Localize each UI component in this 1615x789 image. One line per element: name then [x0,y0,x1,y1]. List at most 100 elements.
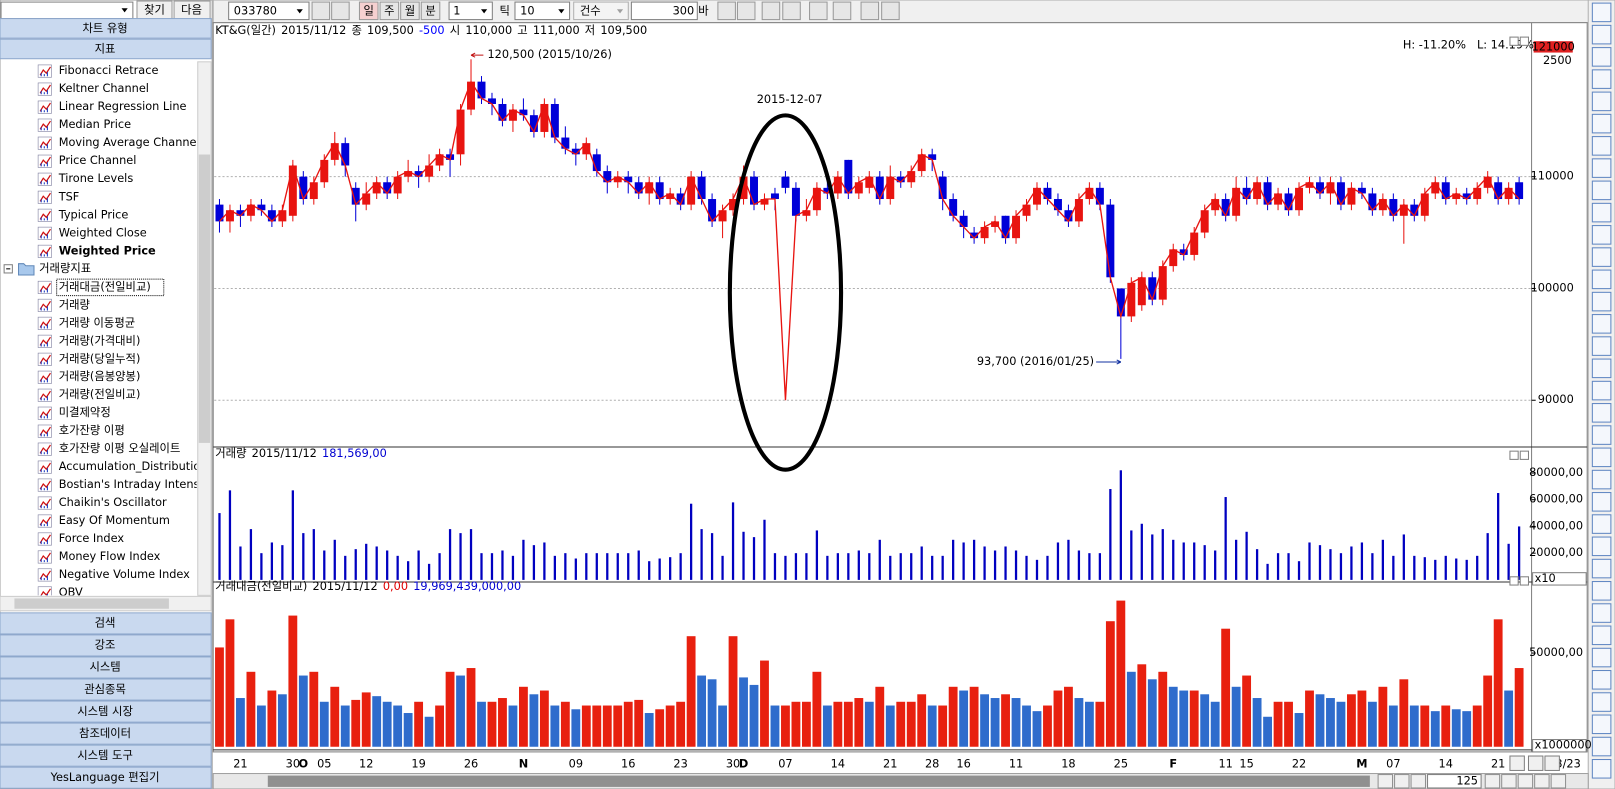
visible-bars[interactable]: 125 [1456,773,1478,787]
side-tool-icon[interactable] [1591,225,1612,245]
scroll-button[interactable] [1484,774,1501,789]
sidebar-bottom-tab[interactable] [0,656,212,679]
group-item[interactable]: 거래량(당일누적) [59,351,141,365]
bars-count[interactable]: 300 [673,3,695,17]
tool-icon[interactable] [761,1,781,21]
group-item[interactable]: 호가잔량 이평 [59,423,125,437]
tick-count[interactable]: 10 [520,3,534,17]
scroll-button[interactable] [1377,774,1394,789]
side-tool-icon[interactable] [1591,136,1612,156]
side-tool-icon[interactable] [1591,380,1612,401]
sidebar-bottom-tab[interactable] [0,678,212,701]
side-tool-icon[interactable] [1591,492,1612,512]
side-tool-icon[interactable] [1591,581,1612,601]
side-tool-icon[interactable] [1591,2,1612,23]
period-label[interactable]: 월 [405,3,415,17]
sidebar-bottom-tab-label[interactable]: 시스템 시장 [77,704,133,718]
period-button[interactable] [379,1,400,21]
group-item[interactable]: Negative Volume Index [59,567,190,581]
period-button[interactable] [358,1,379,21]
tool-icon[interactable] [331,1,350,21]
side-tool-icon[interactable] [1591,180,1612,201]
side-tool-icon[interactable] [1591,625,1612,646]
side-tool-icon[interactable] [1591,670,1612,690]
axis-button[interactable] [1509,755,1525,771]
side-tool-icon[interactable] [1591,291,1612,312]
side-tool-icon[interactable] [1591,358,1612,379]
period-label[interactable]: 일 [364,3,374,17]
side-tool-icon[interactable] [1591,647,1612,668]
side-tool-icon[interactable] [1591,736,1612,757]
axis-button[interactable] [1544,755,1560,771]
panel-button[interactable] [1509,576,1519,586]
side-tool-icon[interactable] [1591,158,1612,178]
side-tool-icon[interactable] [1591,91,1612,112]
tool-icon[interactable] [717,1,736,21]
panel-button[interactable] [1519,576,1529,586]
indicator-item[interactable]: Tirone Levels [58,171,134,185]
scroll-button[interactable] [1550,774,1567,789]
group-item[interactable]: 거래량 이동평균 [59,315,135,329]
side-tool-icon[interactable] [1591,24,1612,45]
scroll-button[interactable] [1410,774,1426,789]
sidebar-bottom-tab-label[interactable]: 참조데이터 [79,726,131,740]
indicator-item[interactable]: Price Channel [59,153,137,167]
group-item[interactable]: 거래량 [59,297,91,311]
side-tool-icon[interactable] [1591,425,1612,445]
folder-label[interactable]: 거래량지표 [39,261,91,275]
group-item[interactable]: Easy Of Momentum [59,513,170,527]
sidebar-tab-label[interactable]: 지표 [95,41,116,55]
side-tool-icon[interactable] [1591,536,1612,557]
code-text[interactable]: 033780 [234,3,277,17]
period-label[interactable]: 분 [425,3,435,17]
interval-text[interactable]: 1 [453,3,460,17]
sidebar-bottom-tab[interactable] [0,634,212,657]
group-item[interactable]: 거래량(음봉양봉) [59,369,141,383]
sidebar-tab-label[interactable]: 차트 유형 [82,21,127,35]
indicator-item[interactable]: Moving Average Channel [59,135,200,149]
group-item[interactable]: Bostian's Intraday Intensit [59,477,208,491]
tool-icon[interactable] [809,1,828,21]
side-tool-icon[interactable] [1591,403,1612,423]
indicator-item[interactable]: Linear Regression Line [59,99,187,113]
group-item[interactable]: Money Flow Index [59,549,161,563]
sidebar-bottom-tab[interactable] [0,744,212,767]
axis-button[interactable] [1527,755,1544,771]
tool-icon[interactable] [311,1,331,21]
side-tool-icon[interactable] [1591,113,1612,134]
group-item[interactable]: OBV [59,585,83,599]
side-tool-icon[interactable] [1591,314,1612,334]
period-button[interactable] [400,1,420,21]
side-tool-icon[interactable] [1591,69,1612,89]
tool-icon[interactable] [782,1,801,21]
search-input[interactable] [0,1,134,20]
sidebar-tab[interactable] [0,38,212,60]
group-item[interactable]: 거래량(전일비교) [59,387,141,401]
period-button[interactable] [420,1,441,21]
bars-input[interactable] [630,1,698,21]
group-item[interactable]: Chaikin's Oscillator [59,495,167,509]
side-tool-icon[interactable] [1591,202,1612,223]
side-tool-icon[interactable] [1591,692,1612,712]
count-mode[interactable]: 건수 [580,3,601,17]
scroll-button[interactable] [1501,774,1517,789]
sidebar-bottom-tab-label[interactable]: YesLanguage 편집기 [50,770,160,784]
code-combo[interactable] [228,1,310,21]
group-item[interactable]: Accumulation_Distributio [59,459,201,473]
indicator-item[interactable]: Median Price [59,117,131,131]
interval-combo[interactable] [448,1,493,21]
panel-button[interactable] [1509,450,1519,460]
list-hscroll-thumb[interactable] [14,598,169,609]
next-button-label[interactable]: 다음 [181,2,202,16]
scroll-button[interactable] [1534,774,1550,789]
scroll-button[interactable] [1394,774,1410,789]
sidebar-bottom-tab-label[interactable]: 시스템 도구 [77,748,133,762]
tool-icon[interactable] [881,1,900,21]
sidebar-bottom-tab-label[interactable]: 검색 [95,616,116,630]
chart-scroll-thumb[interactable] [267,775,1370,787]
panel-button[interactable] [1519,36,1529,46]
side-tool-icon[interactable] [1591,336,1612,356]
sidebar-bottom-tab-label[interactable]: 시스템 [89,660,120,674]
list-vscroll-thumb[interactable] [198,154,211,443]
indicator-item[interactable]: Weighted Close [59,225,147,239]
